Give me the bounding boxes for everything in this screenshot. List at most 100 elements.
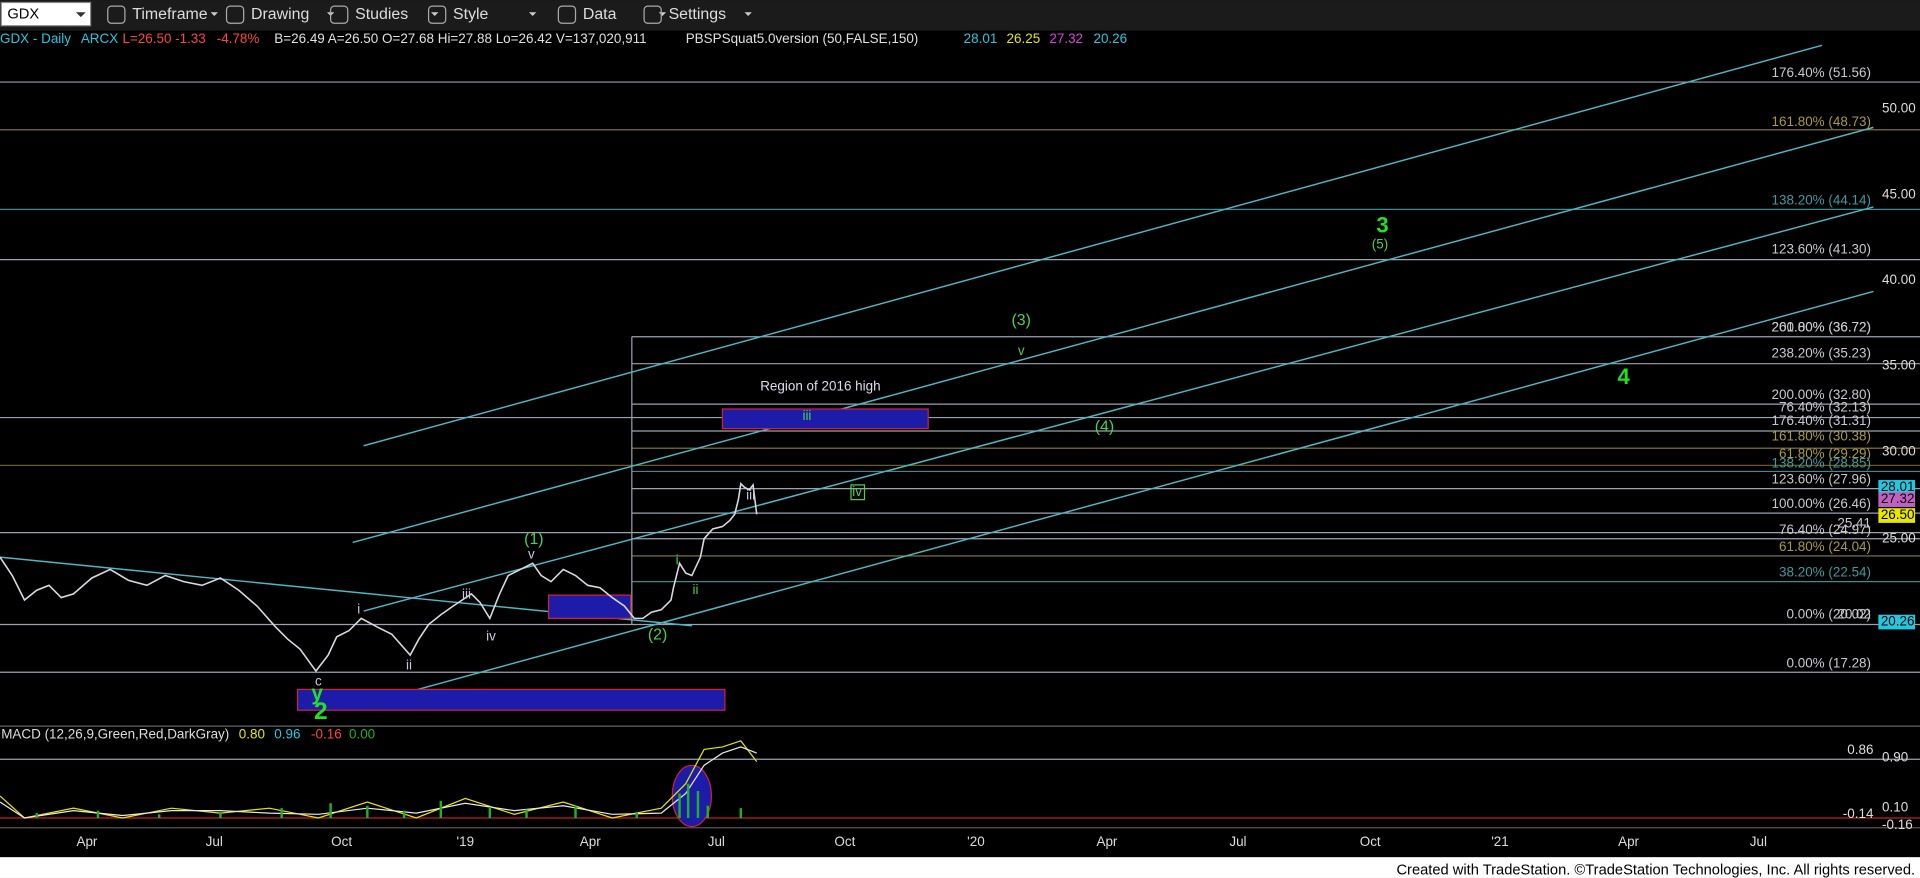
wave-label: i xyxy=(676,552,679,567)
fib-label: 161.80% (30.38) xyxy=(1772,429,1871,444)
price-bars xyxy=(0,482,758,673)
fib-label: 123.60% (41.30) xyxy=(1772,241,1871,256)
menu-icon[interactable] xyxy=(427,5,447,24)
fib-label: 123.60% (27.96) xyxy=(1772,472,1871,487)
menu-icon[interactable] xyxy=(225,5,245,24)
fib-label: 0.00% (17.28) xyxy=(1787,655,1872,670)
wave-label: (2) xyxy=(648,627,667,644)
macd-value: 0.00 xyxy=(349,726,375,741)
macd-value: 0.96 xyxy=(274,726,300,741)
price-tag xyxy=(1878,614,1916,630)
target-box xyxy=(721,408,929,430)
symbol-box[interactable] xyxy=(0,1,92,27)
menu-item[interactable]: Timeframe xyxy=(132,6,208,23)
fib-label: 176.40% (51.56) xyxy=(1772,65,1871,80)
quote-field: -4.78% xyxy=(217,31,260,46)
menu-icon[interactable] xyxy=(107,5,126,24)
macd-line xyxy=(0,740,758,819)
fib-lines xyxy=(0,81,1920,673)
wave-label: (4) xyxy=(1095,419,1114,436)
fib-label: 76.40% (24.97) xyxy=(1779,522,1871,537)
channel-lines xyxy=(0,44,1874,697)
menu-item[interactable]: Settings xyxy=(669,6,727,23)
fib-label: 176.40% (31.31) xyxy=(1772,413,1871,428)
wave-label: i xyxy=(357,601,360,616)
wave-label: 2 xyxy=(314,698,328,725)
fib-label: 76.40% (32.13) xyxy=(1779,399,1871,414)
channel-line xyxy=(352,126,1874,544)
target-box xyxy=(296,688,726,711)
toolbar xyxy=(0,0,1920,31)
quote-field: GDX - Daily xyxy=(0,31,71,46)
time-axis-label: Apr xyxy=(76,834,97,849)
menu-arrow xyxy=(210,12,218,16)
menu-icon[interactable] xyxy=(557,5,577,24)
price-tag xyxy=(1878,480,1916,495)
menu-arrow xyxy=(528,12,537,16)
annotation: Region of 2016 high xyxy=(760,379,880,394)
quote-field: B=26.49 A=26.50 O=27.68 Hi=27.88 Lo=26.4… xyxy=(274,31,646,46)
price-tag-label: 20.26 xyxy=(1881,614,1915,629)
time-axis-label: '20 xyxy=(967,834,985,849)
footer-bar xyxy=(0,857,1920,878)
wave-label: (3) xyxy=(1011,312,1030,329)
channel-line xyxy=(395,290,1874,697)
wave-label: c xyxy=(315,674,322,689)
time-axis-label: Oct xyxy=(1360,834,1381,849)
menu-item[interactable]: Style xyxy=(453,6,489,23)
price-axis-label: 25.00 xyxy=(1882,530,1916,545)
wave-label: (1) xyxy=(524,531,543,548)
wave-label: v xyxy=(528,546,535,561)
study-value: 26.25 xyxy=(1007,31,1041,46)
time-axis-label: Jul xyxy=(1750,834,1767,849)
price-axis-label: 35.00 xyxy=(1882,358,1916,373)
time-axis-label: '21 xyxy=(1491,834,1509,849)
macd-value: 0.80 xyxy=(239,726,265,741)
quote-field: ARCX xyxy=(81,31,118,46)
menu-item[interactable]: Drawing xyxy=(251,6,309,23)
wave-label: iii xyxy=(802,408,811,423)
time-axis-label: '19 xyxy=(457,834,475,849)
quote-field: -1.33 xyxy=(175,31,206,46)
wave-label: iv xyxy=(486,628,496,643)
wave-label: 3 xyxy=(1376,212,1388,237)
fib-label: 238.20% (35.23) xyxy=(1772,345,1871,360)
price-axis-label: 45.00 xyxy=(1882,186,1916,201)
menu-icon[interactable] xyxy=(643,5,662,24)
target-box xyxy=(547,594,632,619)
wave-label: ii xyxy=(406,658,412,673)
wave-label: v xyxy=(1018,343,1025,358)
fib-label: 25.41 xyxy=(1837,516,1871,531)
macd-axis-label: 0.90 xyxy=(1882,750,1908,765)
wave-label: y xyxy=(311,682,323,705)
price-axis-label: 50.00 xyxy=(1882,101,1916,116)
study-value: 20.26 xyxy=(1093,31,1127,46)
fib-label: 138.20% (44.14) xyxy=(1772,192,1871,207)
macd-histogram xyxy=(35,783,743,818)
menu-item[interactable]: Studies xyxy=(355,6,408,23)
time-axis-label: Oct xyxy=(834,834,855,849)
channel-line xyxy=(363,44,1823,447)
quote-field: L=26.50 xyxy=(122,31,171,46)
menu-item[interactable]: Data xyxy=(583,6,617,23)
dropdown-arrow xyxy=(75,12,86,18)
price-tag-label: 28.01 xyxy=(1881,479,1915,494)
symbol-input[interactable]: GDX xyxy=(7,7,39,23)
wave-label: iii xyxy=(462,587,471,602)
wave-box xyxy=(850,484,866,501)
channel-line xyxy=(363,206,1874,612)
menu-arrow xyxy=(431,12,439,16)
wave-label: 4 xyxy=(1618,364,1631,389)
fib-label: 61.80% (29.29) xyxy=(1779,446,1871,461)
fib-label: 38.20% (22.54) xyxy=(1779,565,1871,580)
menu-icon[interactable] xyxy=(330,5,349,24)
price-tag xyxy=(1878,492,1916,507)
macd-value: -0.16 xyxy=(311,726,342,741)
study-value: 27.32 xyxy=(1049,31,1083,46)
signal-line xyxy=(0,746,757,819)
fib-label: 61.80% (24.04) xyxy=(1779,539,1871,554)
macd-title: MACD (12,26,9,Green,Red,DarkGray) xyxy=(1,726,229,741)
wave-label: iii xyxy=(746,488,755,503)
